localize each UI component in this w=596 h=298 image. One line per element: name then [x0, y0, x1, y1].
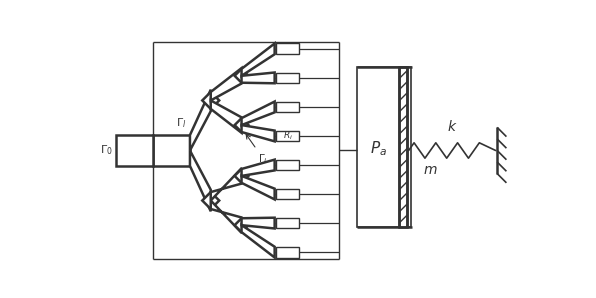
Polygon shape	[235, 69, 249, 83]
Polygon shape	[153, 135, 190, 166]
Text: $k$: $k$	[447, 119, 457, 134]
Polygon shape	[211, 68, 241, 100]
Polygon shape	[241, 218, 275, 229]
Polygon shape	[211, 168, 241, 201]
Bar	[276, 44, 299, 54]
Text: $\Gamma_i$: $\Gamma_i$	[246, 134, 268, 166]
Bar	[357, 66, 411, 227]
Text: $m$: $m$	[423, 163, 437, 177]
Polygon shape	[241, 160, 275, 176]
Bar	[276, 72, 299, 83]
Polygon shape	[235, 218, 249, 232]
Text: $\Omega$: $\Omega$	[132, 142, 144, 156]
Bar	[116, 135, 153, 166]
Polygon shape	[235, 118, 249, 132]
Polygon shape	[211, 100, 241, 133]
Bar	[276, 160, 299, 170]
Polygon shape	[241, 102, 275, 125]
Bar	[399, 66, 407, 227]
Bar	[276, 131, 299, 141]
Polygon shape	[202, 192, 219, 209]
Polygon shape	[241, 225, 275, 257]
Polygon shape	[190, 90, 211, 150]
Polygon shape	[241, 125, 275, 141]
Bar	[276, 102, 299, 112]
Text: $R_i$: $R_i$	[283, 130, 293, 142]
Bar	[276, 189, 299, 199]
Bar	[276, 247, 299, 257]
Polygon shape	[202, 92, 219, 109]
Polygon shape	[241, 72, 275, 83]
Text: $\Gamma_l$: $\Gamma_l$	[176, 117, 187, 131]
Polygon shape	[190, 150, 211, 211]
Text: $\Gamma_0$: $\Gamma_0$	[100, 144, 113, 157]
Polygon shape	[241, 44, 275, 76]
Bar	[276, 218, 299, 229]
Polygon shape	[241, 176, 275, 199]
Polygon shape	[235, 169, 249, 183]
Polygon shape	[211, 201, 241, 233]
Text: $P_a$: $P_a$	[370, 139, 387, 158]
